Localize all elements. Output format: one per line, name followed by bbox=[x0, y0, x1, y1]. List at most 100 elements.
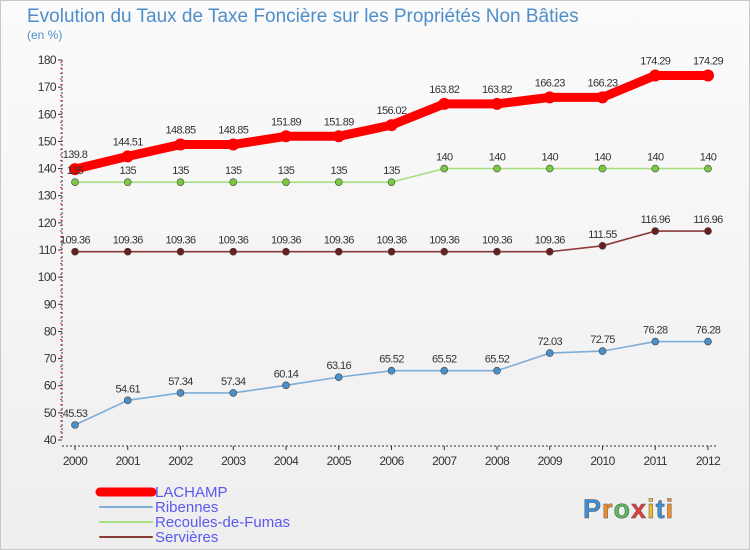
data-label: 109.36 bbox=[271, 235, 302, 247]
data-point bbox=[651, 337, 660, 346]
data-label: 109.36 bbox=[218, 235, 249, 247]
y-tick-label: 170 bbox=[38, 80, 57, 94]
data-label: 151.89 bbox=[324, 116, 355, 128]
data-label: 116.96 bbox=[641, 214, 671, 226]
data-label: 57.34 bbox=[221, 376, 246, 388]
data-point bbox=[704, 337, 712, 346]
data-point bbox=[493, 164, 501, 173]
data-label: 45.53 bbox=[63, 408, 88, 420]
data-label: 144.51 bbox=[113, 136, 144, 148]
axes: 40 50 60 70 80 90 100 110 120 130 140 150 160 170 180 2… bbox=[38, 53, 722, 468]
x-tick-label: 2008 bbox=[485, 454, 510, 468]
legend-label: Ribennes bbox=[155, 499, 218, 516]
data-label: 109.36 bbox=[113, 235, 144, 247]
series-lachamp bbox=[69, 69, 714, 176]
data-point bbox=[387, 366, 396, 375]
data-point bbox=[71, 421, 79, 429]
data-point bbox=[440, 366, 449, 375]
y-tick-label: 120 bbox=[38, 216, 57, 230]
legend-label: Recoules-de-Fumas bbox=[155, 514, 290, 531]
x-tick-label: 2002 bbox=[168, 454, 193, 468]
data-label: 163.82 bbox=[482, 84, 513, 96]
data-point bbox=[71, 178, 79, 186]
data-point bbox=[227, 138, 240, 151]
data-point bbox=[545, 349, 554, 357]
data-point bbox=[334, 373, 343, 381]
data-label: 116.96 bbox=[693, 214, 723, 226]
data-label: 135 bbox=[225, 165, 242, 177]
data-point bbox=[596, 91, 609, 104]
x-tick-label: 2011 bbox=[644, 454, 668, 468]
y-tick-label: 60 bbox=[44, 379, 57, 393]
y-tick-label: 140 bbox=[38, 162, 57, 176]
data-point bbox=[598, 241, 607, 250]
y-tick-label: 40 bbox=[44, 433, 57, 447]
data-labels: 139.8 144.51 148.85 148.85 151.89 151.89 156.0… bbox=[60, 55, 724, 419]
data-label: 166.23 bbox=[535, 77, 566, 89]
data-label: 174.29 bbox=[640, 55, 671, 67]
data-point bbox=[123, 178, 132, 186]
data-point bbox=[545, 164, 554, 173]
data-label: 135 bbox=[383, 165, 400, 177]
data-label: 148.85 bbox=[165, 125, 196, 137]
y-tick-label: 90 bbox=[44, 297, 57, 311]
data-label: 60.14 bbox=[274, 368, 299, 380]
data-label: 57.34 bbox=[168, 376, 193, 388]
data-point bbox=[334, 178, 343, 186]
data-label: 140 bbox=[489, 152, 506, 164]
data-point bbox=[704, 227, 712, 235]
x-tick-label: 2007 bbox=[432, 454, 457, 468]
data-point bbox=[229, 178, 238, 186]
y-tick-label: 50 bbox=[44, 406, 57, 420]
data-label: 166.23 bbox=[587, 77, 618, 89]
data-point bbox=[334, 247, 343, 256]
legend-label: Servières bbox=[155, 529, 218, 546]
data-label: 65.52 bbox=[432, 354, 457, 366]
series-lines bbox=[69, 69, 714, 429]
legend-label: LACHAMP bbox=[155, 484, 228, 501]
data-point bbox=[69, 163, 81, 176]
data-label: 65.52 bbox=[485, 354, 510, 366]
data-label: 163.82 bbox=[429, 84, 460, 96]
data-point bbox=[123, 396, 132, 405]
x-tick-label: 2003 bbox=[221, 454, 246, 468]
data-point bbox=[598, 164, 607, 173]
x-tick-label: 2001 bbox=[116, 454, 141, 468]
series-recoules-de-fumas bbox=[71, 164, 712, 186]
data-point bbox=[651, 164, 660, 173]
data-point bbox=[229, 247, 238, 256]
x-tick-label: 2004 bbox=[274, 454, 299, 468]
data-label: 148.85 bbox=[218, 125, 249, 137]
data-label: 140 bbox=[647, 152, 664, 164]
data-label: 135 bbox=[67, 165, 84, 177]
data-label: 76.28 bbox=[643, 325, 668, 337]
data-label: 63.16 bbox=[326, 360, 351, 372]
data-point bbox=[493, 366, 501, 375]
data-label: 135 bbox=[119, 165, 136, 177]
data-label: 109.36 bbox=[429, 235, 460, 247]
x-tick-label: 2010 bbox=[590, 454, 615, 468]
proxiti-logo: Proxiti bbox=[583, 494, 674, 525]
data-label: 109.36 bbox=[324, 235, 355, 247]
y-tick-label: 130 bbox=[38, 189, 57, 203]
series-ribennes bbox=[71, 337, 712, 429]
data-label: 174.29 bbox=[693, 55, 724, 67]
y-tick-label: 100 bbox=[38, 270, 57, 284]
data-point bbox=[493, 247, 501, 256]
data-label: 65.52 bbox=[379, 354, 404, 366]
data-label: 135 bbox=[172, 165, 189, 177]
data-label: 139.8 bbox=[63, 149, 88, 161]
data-point bbox=[121, 150, 134, 163]
x-tick-label: 2012 bbox=[696, 454, 721, 468]
x-tick-label: 2005 bbox=[327, 454, 352, 468]
y-tick-label: 110 bbox=[39, 243, 57, 257]
data-label: 140 bbox=[700, 152, 717, 164]
data-point bbox=[543, 91, 556, 104]
data-point bbox=[491, 97, 503, 110]
legend: LACHAMPRibennesRecoules-de-FumasServière… bbox=[95, 484, 290, 546]
data-point bbox=[702, 69, 714, 82]
data-label: 109.36 bbox=[376, 235, 407, 247]
data-label: 156.02 bbox=[376, 105, 407, 117]
data-point bbox=[649, 69, 662, 82]
data-label: 109.36 bbox=[60, 235, 91, 247]
